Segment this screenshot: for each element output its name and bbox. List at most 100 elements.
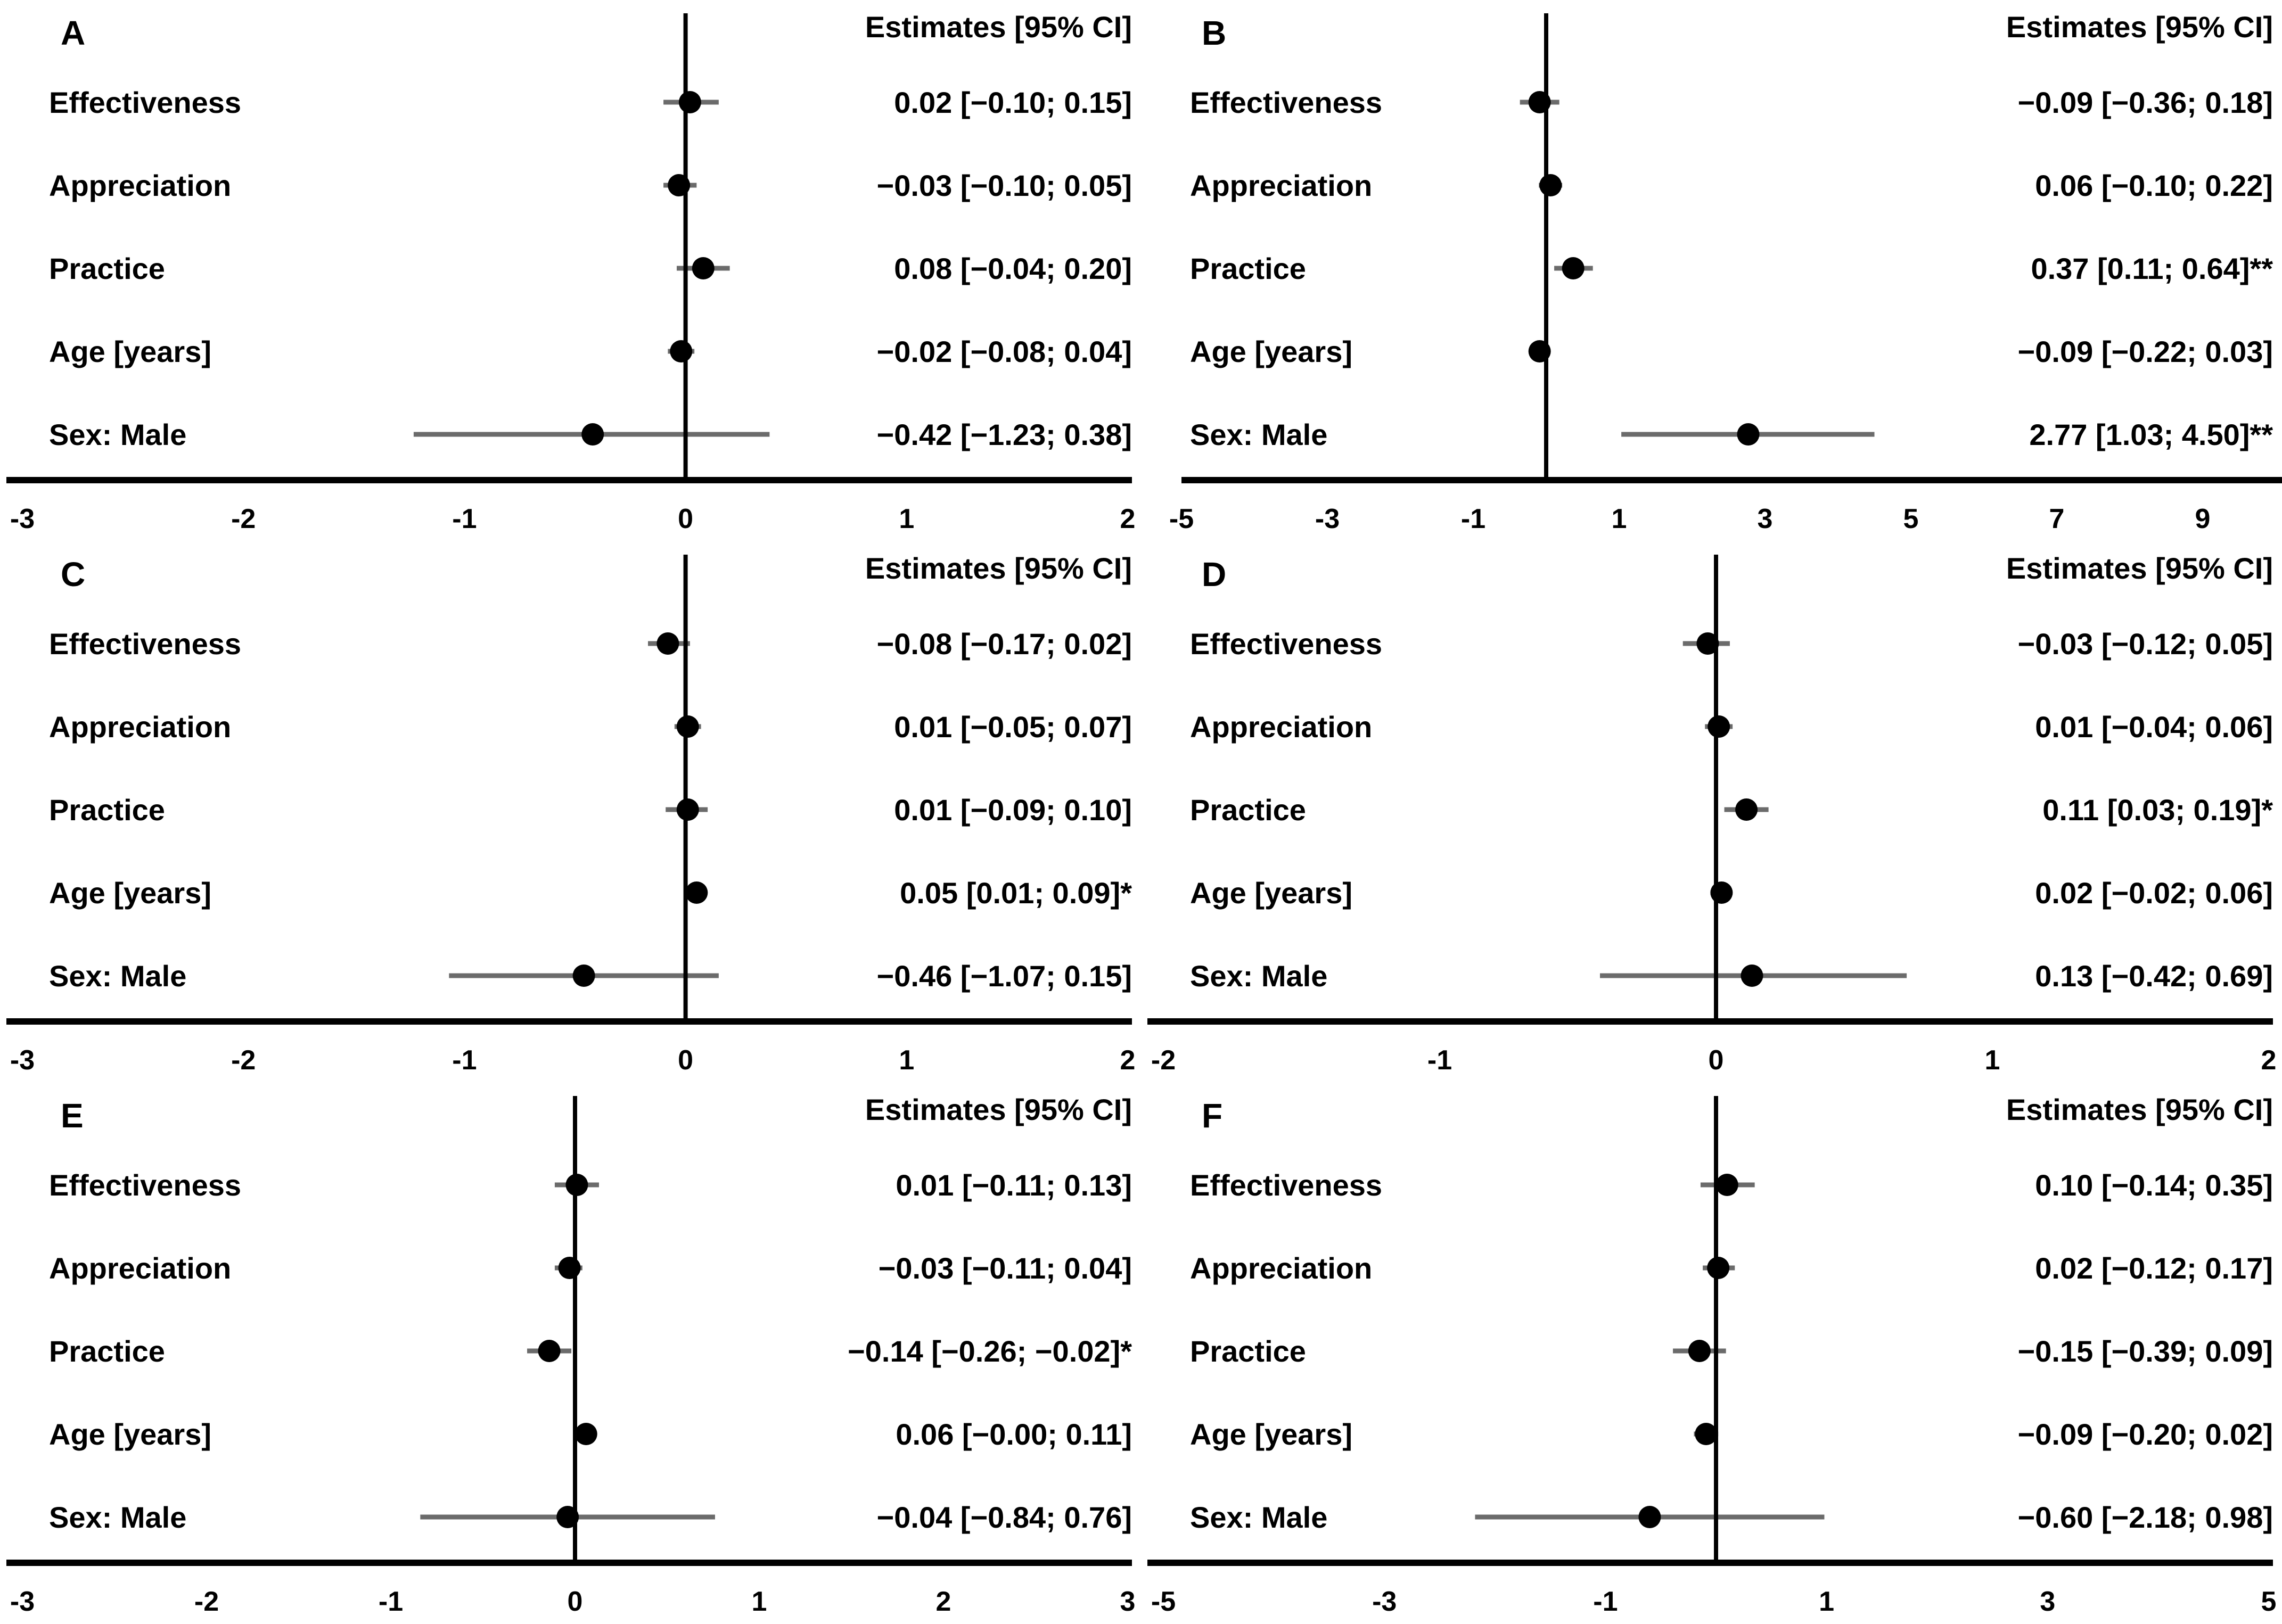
- x-tick-label: 1: [1612, 504, 1627, 534]
- estimate-text: 0.13 [−0.42; 0.69]: [2035, 959, 2273, 993]
- row-label: Appreciation: [1190, 710, 1372, 744]
- estimate-text: −0.09 [−0.22; 0.03]: [2018, 335, 2273, 368]
- row-label: Practice: [49, 1334, 165, 1368]
- row-label: Appreciation: [1190, 169, 1372, 202]
- x-tick-label: 0: [568, 1586, 583, 1617]
- point-marker: [1688, 1340, 1711, 1362]
- estimate-text: −0.03 [−0.12; 0.05]: [2018, 627, 2273, 661]
- point-marker: [676, 715, 699, 738]
- point-marker: [538, 1340, 561, 1362]
- point-marker: [692, 257, 715, 279]
- x-tick-label: 5: [1903, 504, 1919, 534]
- estimate-text: 0.02 [−0.10; 0.15]: [894, 86, 1132, 119]
- row-label: Practice: [1190, 1334, 1306, 1368]
- row-label: Age [years]: [49, 876, 211, 910]
- point-marker: [670, 340, 693, 362]
- panel-letter: D: [1202, 555, 1226, 593]
- x-tick-label: 2: [1120, 504, 1136, 534]
- x-tick-label: 1: [899, 1045, 914, 1076]
- estimate-text: 0.01 [−0.04; 0.06]: [2035, 710, 2273, 744]
- row-label: Effectiveness: [49, 627, 241, 661]
- x-tick-label: -2: [231, 1045, 256, 1076]
- x-tick-label: -2: [194, 1586, 219, 1617]
- estimate-text: 0.05 [0.01; 0.09]*: [900, 876, 1132, 910]
- point-marker: [574, 1423, 597, 1445]
- panel-letter: E: [61, 1097, 84, 1135]
- estimate-text: −0.04 [−0.84; 0.76]: [877, 1501, 1132, 1534]
- row-label: Sex: Male: [49, 1501, 186, 1534]
- x-tick-label: -3: [10, 504, 35, 534]
- estimate-text: 0.10 [−0.14; 0.35]: [2035, 1168, 2273, 1202]
- x-tick-label: -1: [1461, 504, 1485, 534]
- estimates-header: Estimates [95% CI]: [2006, 1093, 2273, 1126]
- point-marker: [1528, 340, 1551, 362]
- x-tick-label: 2: [936, 1586, 951, 1617]
- x-tick-label: 9: [2195, 504, 2211, 534]
- estimates-header: Estimates [95% CI]: [2006, 10, 2273, 44]
- point-marker: [556, 1506, 579, 1528]
- forest-panel-C: C Estimates [95% CI] Effectiveness −0.08 [−…: [6, 551, 1135, 1076]
- point-marker: [1735, 798, 1758, 821]
- x-tick-label: 1: [752, 1586, 767, 1617]
- x-tick-label: 0: [678, 504, 693, 534]
- row-label: Practice: [49, 793, 165, 827]
- row-label: Effectiveness: [1190, 627, 1382, 661]
- x-tick-label: 1: [1819, 1586, 1834, 1617]
- estimate-text: 0.06 [−0.00; 0.11]: [896, 1417, 1132, 1451]
- row-label: Practice: [1190, 252, 1306, 285]
- point-marker: [656, 632, 679, 655]
- x-tick-label: -1: [452, 504, 477, 534]
- estimates-header: Estimates [95% CI]: [2006, 551, 2273, 585]
- row-label: Appreciation: [49, 710, 231, 744]
- x-tick-label: -1: [379, 1586, 403, 1617]
- estimates-header: Estimates [95% CI]: [865, 551, 1132, 585]
- point-marker: [1562, 257, 1585, 279]
- point-marker: [1708, 715, 1730, 738]
- x-tick-label: 3: [2040, 1586, 2055, 1617]
- point-marker: [1710, 881, 1733, 904]
- x-tick-label: -5: [1151, 1586, 1176, 1617]
- point-marker: [1737, 423, 1760, 446]
- x-tick-label: 5: [2261, 1586, 2277, 1617]
- x-tick-label: -3: [10, 1586, 35, 1617]
- row-label: Age [years]: [1190, 335, 1352, 368]
- point-marker: [676, 798, 699, 821]
- point-marker: [558, 1257, 581, 1279]
- row-label: Sex: Male: [49, 959, 186, 993]
- estimate-text: −0.42 [−1.23; 0.38]: [877, 418, 1132, 451]
- x-tick-label: -5: [1169, 504, 1194, 534]
- estimate-text: 2.77 [1.03; 4.50]**: [2029, 418, 2273, 451]
- row-label: Effectiveness: [1190, 1168, 1382, 1202]
- x-tick-label: -1: [1427, 1045, 1452, 1076]
- row-label: Effectiveness: [1190, 86, 1382, 119]
- point-marker: [1707, 1257, 1730, 1279]
- estimate-text: 0.01 [−0.05; 0.07]: [894, 710, 1132, 744]
- x-tick-label: -2: [1151, 1045, 1176, 1076]
- forest-panel-A: A Estimates [95% CI] Effectiveness 0.02 [−0…: [6, 10, 1136, 534]
- x-tick-label: 1: [1985, 1045, 2000, 1076]
- estimate-text: 0.02 [−0.12; 0.17]: [2035, 1251, 2273, 1285]
- estimates-header: Estimates [95% CI]: [865, 10, 1132, 44]
- estimate-text: −0.03 [−0.11; 0.04]: [879, 1251, 1132, 1285]
- estimate-text: 0.08 [−0.04; 0.20]: [894, 252, 1132, 285]
- x-tick-label: 7: [2049, 504, 2065, 534]
- estimate-text: −0.09 [−0.36; 0.18]: [2018, 86, 2273, 119]
- x-tick-label: -3: [1372, 1586, 1397, 1617]
- row-label: Effectiveness: [49, 1168, 241, 1202]
- row-label: Sex: Male: [1190, 959, 1327, 993]
- estimate-text: 0.01 [−0.11; 0.13]: [896, 1168, 1132, 1202]
- panel-letter: F: [1202, 1097, 1222, 1135]
- x-tick-label: -2: [231, 504, 256, 534]
- point-marker: [1638, 1506, 1661, 1528]
- x-tick-label: 0: [678, 1045, 693, 1076]
- forest-panel-E: E Estimates [95% CI] Effectiveness 0.01 [−0…: [6, 1093, 1135, 1617]
- x-tick-label: 2: [2261, 1045, 2277, 1076]
- estimate-text: −0.46 [−1.07; 0.15]: [877, 959, 1132, 993]
- x-tick-label: 0: [1709, 1045, 1724, 1076]
- row-label: Sex: Male: [49, 418, 186, 451]
- estimate-text: −0.02 [−0.08; 0.04]: [877, 335, 1132, 368]
- x-tick-label: -1: [1593, 1586, 1618, 1617]
- estimates-header: Estimates [95% CI]: [865, 1093, 1132, 1126]
- forest-panel-D: D Estimates [95% CI] Effectiveness −0.03 [−…: [1147, 551, 2277, 1076]
